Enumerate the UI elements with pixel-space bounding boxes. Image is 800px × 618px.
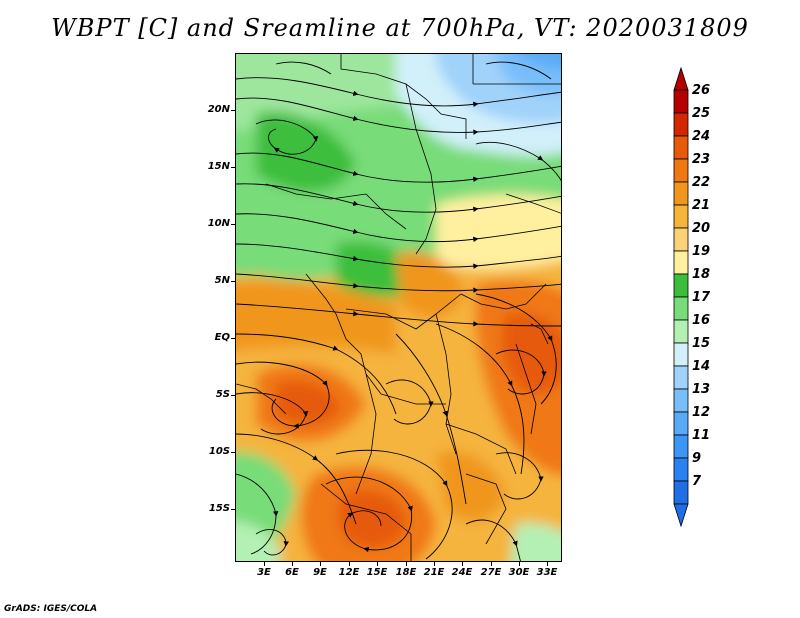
colorbar-segment bbox=[673, 411, 689, 436]
map-title: WBPT [C] and Sreamline at 700hPa, VT: 20… bbox=[51, 14, 749, 42]
colorbar-segment bbox=[673, 480, 689, 505]
colorbar-segment bbox=[673, 457, 689, 482]
lat-label: 15S bbox=[208, 503, 230, 514]
lon-tick bbox=[377, 562, 378, 566]
wbpt-field-map bbox=[236, 54, 561, 561]
colorbar-segment bbox=[673, 227, 689, 252]
colorbar-label: 12 bbox=[692, 405, 711, 420]
lon-label: 30E bbox=[508, 567, 530, 578]
lat-tick bbox=[231, 452, 235, 453]
lat-label: 10N bbox=[207, 218, 230, 229]
colorbar-segment bbox=[673, 250, 689, 275]
lon-label: 3E bbox=[257, 567, 271, 578]
lat-label: 20N bbox=[207, 104, 230, 115]
colorbar-label: 24 bbox=[692, 129, 711, 144]
map-panel bbox=[235, 53, 562, 562]
lon-tick bbox=[292, 562, 293, 566]
temperature-shading bbox=[236, 54, 561, 561]
lat-label: 10S bbox=[208, 446, 230, 457]
colorbar-label: 13 bbox=[692, 382, 711, 397]
colorbar-segment bbox=[673, 365, 689, 390]
colorbar-top-arrow bbox=[673, 66, 689, 91]
lat-tick bbox=[231, 167, 235, 168]
lon-tick bbox=[264, 562, 265, 566]
lon-label: 12E bbox=[338, 567, 360, 578]
colorbar-label: 23 bbox=[692, 152, 711, 167]
colorbar-segment bbox=[673, 181, 689, 206]
colorbar-segment bbox=[673, 112, 689, 137]
colorbar-segment bbox=[673, 273, 689, 298]
lon-tick bbox=[491, 562, 492, 566]
lat-tick bbox=[231, 110, 235, 111]
colorbar-segment bbox=[673, 342, 689, 367]
colorbar-segment bbox=[673, 296, 689, 321]
lon-tick bbox=[320, 562, 321, 566]
colorbar-segments bbox=[673, 66, 689, 528]
streamlines bbox=[236, 61, 561, 561]
lon-label: 18E bbox=[395, 567, 417, 578]
footer-credit: GrADS: IGES/COLA bbox=[4, 604, 98, 614]
colorbar-segment bbox=[673, 204, 689, 229]
colorbar-segment bbox=[673, 158, 689, 183]
lon-label: 9E bbox=[313, 567, 327, 578]
colorbar-label: 21 bbox=[692, 198, 711, 213]
lat-label: 5S bbox=[215, 389, 230, 400]
lon-tick bbox=[547, 562, 548, 566]
lon-label: 33E bbox=[536, 567, 558, 578]
lon-tick bbox=[434, 562, 435, 566]
colorbar-label: 26 bbox=[692, 83, 711, 98]
lat-tick bbox=[231, 338, 235, 339]
lon-label: 21E bbox=[423, 567, 445, 578]
lon-tick bbox=[406, 562, 407, 566]
colorbar-segment bbox=[673, 388, 689, 413]
lon-label: 24E bbox=[451, 567, 473, 578]
lat-label: EQ bbox=[214, 332, 230, 343]
colorbar-segment bbox=[673, 434, 689, 459]
colorbar-label: 9 bbox=[692, 451, 702, 466]
colorbar-label: 18 bbox=[692, 267, 711, 282]
lat-tick bbox=[231, 224, 235, 225]
lon-label: 27E bbox=[480, 567, 502, 578]
colorbar-label: 19 bbox=[692, 244, 711, 259]
colorbar-label: 16 bbox=[692, 313, 711, 328]
colorbar-label: 14 bbox=[692, 359, 711, 374]
colorbar-label: 17 bbox=[692, 290, 711, 305]
lon-tick bbox=[519, 562, 520, 566]
lon-label: 6E bbox=[285, 567, 299, 578]
lat-tick bbox=[231, 395, 235, 396]
lat-tick bbox=[231, 509, 235, 510]
colorbar-label: 11 bbox=[692, 428, 711, 443]
lon-tick bbox=[349, 562, 350, 566]
colorbar-label: 7 bbox=[692, 474, 702, 489]
colorbar-segment bbox=[673, 319, 689, 344]
colorbar-label: 25 bbox=[692, 106, 711, 121]
lat-label: 5N bbox=[214, 275, 230, 286]
lon-label: 15E bbox=[366, 567, 388, 578]
colorbar-label: 20 bbox=[692, 221, 711, 236]
lat-label: 15N bbox=[207, 161, 230, 172]
lon-tick bbox=[462, 562, 463, 566]
colorbar bbox=[673, 66, 689, 528]
colorbar-segment bbox=[673, 135, 689, 160]
lat-tick bbox=[231, 281, 235, 282]
colorbar-label: 22 bbox=[692, 175, 711, 190]
colorbar-bottom-arrow bbox=[673, 503, 689, 528]
colorbar-label: 15 bbox=[692, 336, 711, 351]
colorbar-segment bbox=[673, 89, 689, 114]
